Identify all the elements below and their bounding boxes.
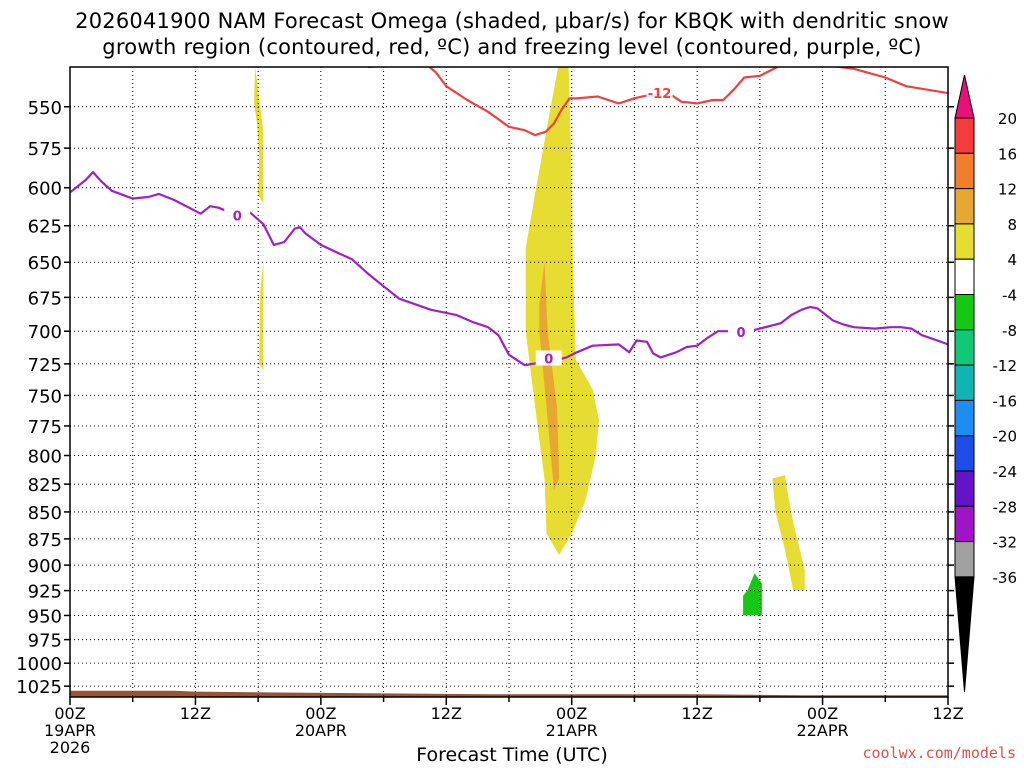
colorbar-swatch-2: [954, 152, 975, 190]
colorbar-label-10: -24: [993, 463, 1018, 481]
colorbar-swatch-5: [954, 258, 975, 296]
colorbar-swatch-4: [954, 223, 975, 260]
x-tick-label-36-0: 12Z: [431, 704, 462, 723]
snow-growth-contour-label-bg: [646, 84, 673, 100]
colorbar-swatch-1: [954, 117, 975, 154]
y-tick-label-750: 750: [28, 386, 62, 407]
colorbar-label-0: 20: [998, 110, 1017, 128]
y-tick-label-625: 625: [28, 217, 62, 238]
y-tick-label-650: 650: [28, 253, 62, 274]
shaded-region-omega-4-8-1: [259, 262, 264, 371]
colorbar-swatch-11: [954, 470, 975, 507]
colorbar-swatch-3: [954, 188, 975, 225]
x-tick-label-48-0: 00Z: [556, 704, 587, 723]
colorbar-swatch-6: [954, 294, 975, 331]
y-tick-label-800: 800: [28, 446, 62, 467]
shaded-region-omega-8-12-3: [539, 262, 560, 490]
shaded-region-omega-4-8-2: [525, 67, 599, 555]
y-tick-label-725: 725: [28, 355, 62, 376]
x-tick-label-24-1: 20APR: [295, 721, 347, 740]
y-tick-label-675: 675: [28, 288, 62, 309]
colorbar-label-2: 12: [998, 181, 1017, 199]
shaded-region-omega-4-8-4: [772, 475, 805, 591]
colorbar-label-4: 4: [1007, 251, 1017, 269]
y-tick-label-1000: 1000: [16, 654, 62, 675]
y-tick-label-1025: 1025: [16, 677, 62, 698]
colorbar-swatch-8: [954, 364, 975, 401]
shaded-region-omega-4-to-8-5: [743, 573, 762, 616]
colorbar-label-12: -32: [993, 534, 1018, 552]
colorbar-label-8: -16: [993, 392, 1018, 410]
colorbar-label-3: 8: [1007, 216, 1017, 234]
shaded-region-terrain-6: [70, 690, 948, 697]
snow-growth-contour-label: -12: [648, 87, 672, 102]
y-tick-label-900: 900: [28, 556, 62, 577]
chart-title-line-1: 2026041900 NAM Forecast Omega (shaded, μ…: [75, 9, 949, 33]
x-tick-label-72-0: 00Z: [807, 704, 838, 723]
colorbar-top-arrow: [954, 74, 975, 119]
freezing-level-label-1-bg: [224, 207, 251, 223]
colorbar-label-5: -4: [1002, 287, 1017, 305]
credit-text: coolwx.com/models: [862, 744, 1016, 762]
freezing-level-contour: [70, 171, 948, 367]
y-tick-label-550: 550: [28, 98, 62, 119]
freezing-level-label-3-bg: [728, 324, 755, 340]
colorbar-swatch-12: [954, 505, 975, 543]
x-axis-label: Forecast Time (UTC): [416, 744, 608, 766]
x-tick-label-60-0: 12Z: [681, 704, 712, 723]
y-tick-label-575: 575: [28, 139, 62, 160]
colorbar-swatch-10: [954, 435, 975, 472]
colorbar-swatch-7: [954, 329, 975, 366]
y-tick-label-925: 925: [28, 582, 62, 603]
freezing-level-label-3: 0: [737, 326, 746, 341]
x-tick-label-48-1: 21APR: [546, 721, 598, 740]
x-tick-label-72-1: 22APR: [797, 721, 849, 740]
y-tick-label-825: 825: [28, 475, 62, 496]
x-tick-label-24-0: 00Z: [305, 704, 336, 723]
chart-title-line-2: growth region (contoured, red, ºC) and f…: [102, 35, 922, 59]
colorbar-swatch-13: [954, 541, 975, 578]
colorbar-bottom-arrow: [954, 576, 975, 693]
y-tick-label-775: 775: [28, 417, 62, 438]
plot-frame: [69, 66, 949, 698]
y-tick-label-975: 975: [28, 631, 62, 652]
snow-growth-contour: [367, 67, 948, 137]
y-tick-label-875: 875: [28, 530, 62, 551]
colorbar-label-9: -20: [993, 428, 1018, 446]
colorbar-label-6: -8: [1002, 322, 1017, 340]
x-tick-label-0-1: 19APR: [44, 721, 96, 740]
shaded-region-omega-4-8-0: [254, 67, 264, 204]
colorbar-label-11: -28: [993, 498, 1018, 516]
x-tick-label-0-2: 2026: [50, 738, 91, 757]
freezing-level-label-2: 0: [544, 352, 553, 367]
colorbar-label-13: -36: [993, 569, 1018, 587]
freezing-level-label-1: 0: [233, 209, 242, 224]
y-tick-label-850: 850: [28, 503, 62, 524]
chart-title: 2026041900 NAM Forecast Omega (shaded, μ…: [0, 8, 1024, 60]
colorbar-label-7: -12: [993, 357, 1018, 375]
freezing-level-label-2-bg: [535, 350, 562, 366]
y-tick-label-700: 700: [28, 322, 62, 343]
x-tick-label-0-0: 00Z: [54, 704, 85, 723]
x-tick-label-12-0: 12Z: [180, 704, 211, 723]
colorbar-swatch-9: [954, 399, 975, 437]
y-tick-label-600: 600: [28, 179, 62, 200]
y-tick-label-950: 950: [28, 606, 62, 627]
x-tick-label-84-0: 12Z: [932, 704, 963, 723]
colorbar-label-1: 16: [998, 145, 1017, 163]
